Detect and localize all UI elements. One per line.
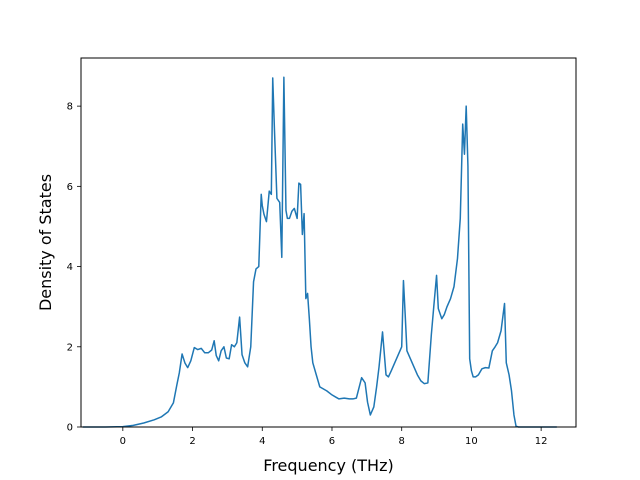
x-tick-label: 2 — [189, 436, 195, 447]
x-axis-label: Frequency (THz) — [263, 456, 393, 475]
y-tick-label: 6 — [67, 182, 73, 193]
y-tick-label: 2 — [67, 342, 73, 353]
x-tick-label: 6 — [329, 436, 335, 447]
y-axis-label: Density of States — [36, 174, 55, 311]
y-tick-label: 8 — [67, 102, 73, 113]
x-tick-label: 12 — [535, 436, 548, 447]
x-tick-label: 0 — [120, 436, 126, 447]
plot-frame — [80, 57, 577, 428]
axis-ticks: 0 2 4 6 8 10 12 0 2 4 6 8 — [67, 102, 548, 447]
plot-area — [82, 76, 557, 428]
x-tick-label: 10 — [465, 436, 478, 447]
y-tick-label: 4 — [67, 262, 73, 273]
x-tick-label: 8 — [399, 436, 405, 447]
x-tick-label: 4 — [259, 436, 265, 447]
series-line-0 — [82, 76, 557, 428]
y-tick-label: 0 — [67, 423, 73, 434]
